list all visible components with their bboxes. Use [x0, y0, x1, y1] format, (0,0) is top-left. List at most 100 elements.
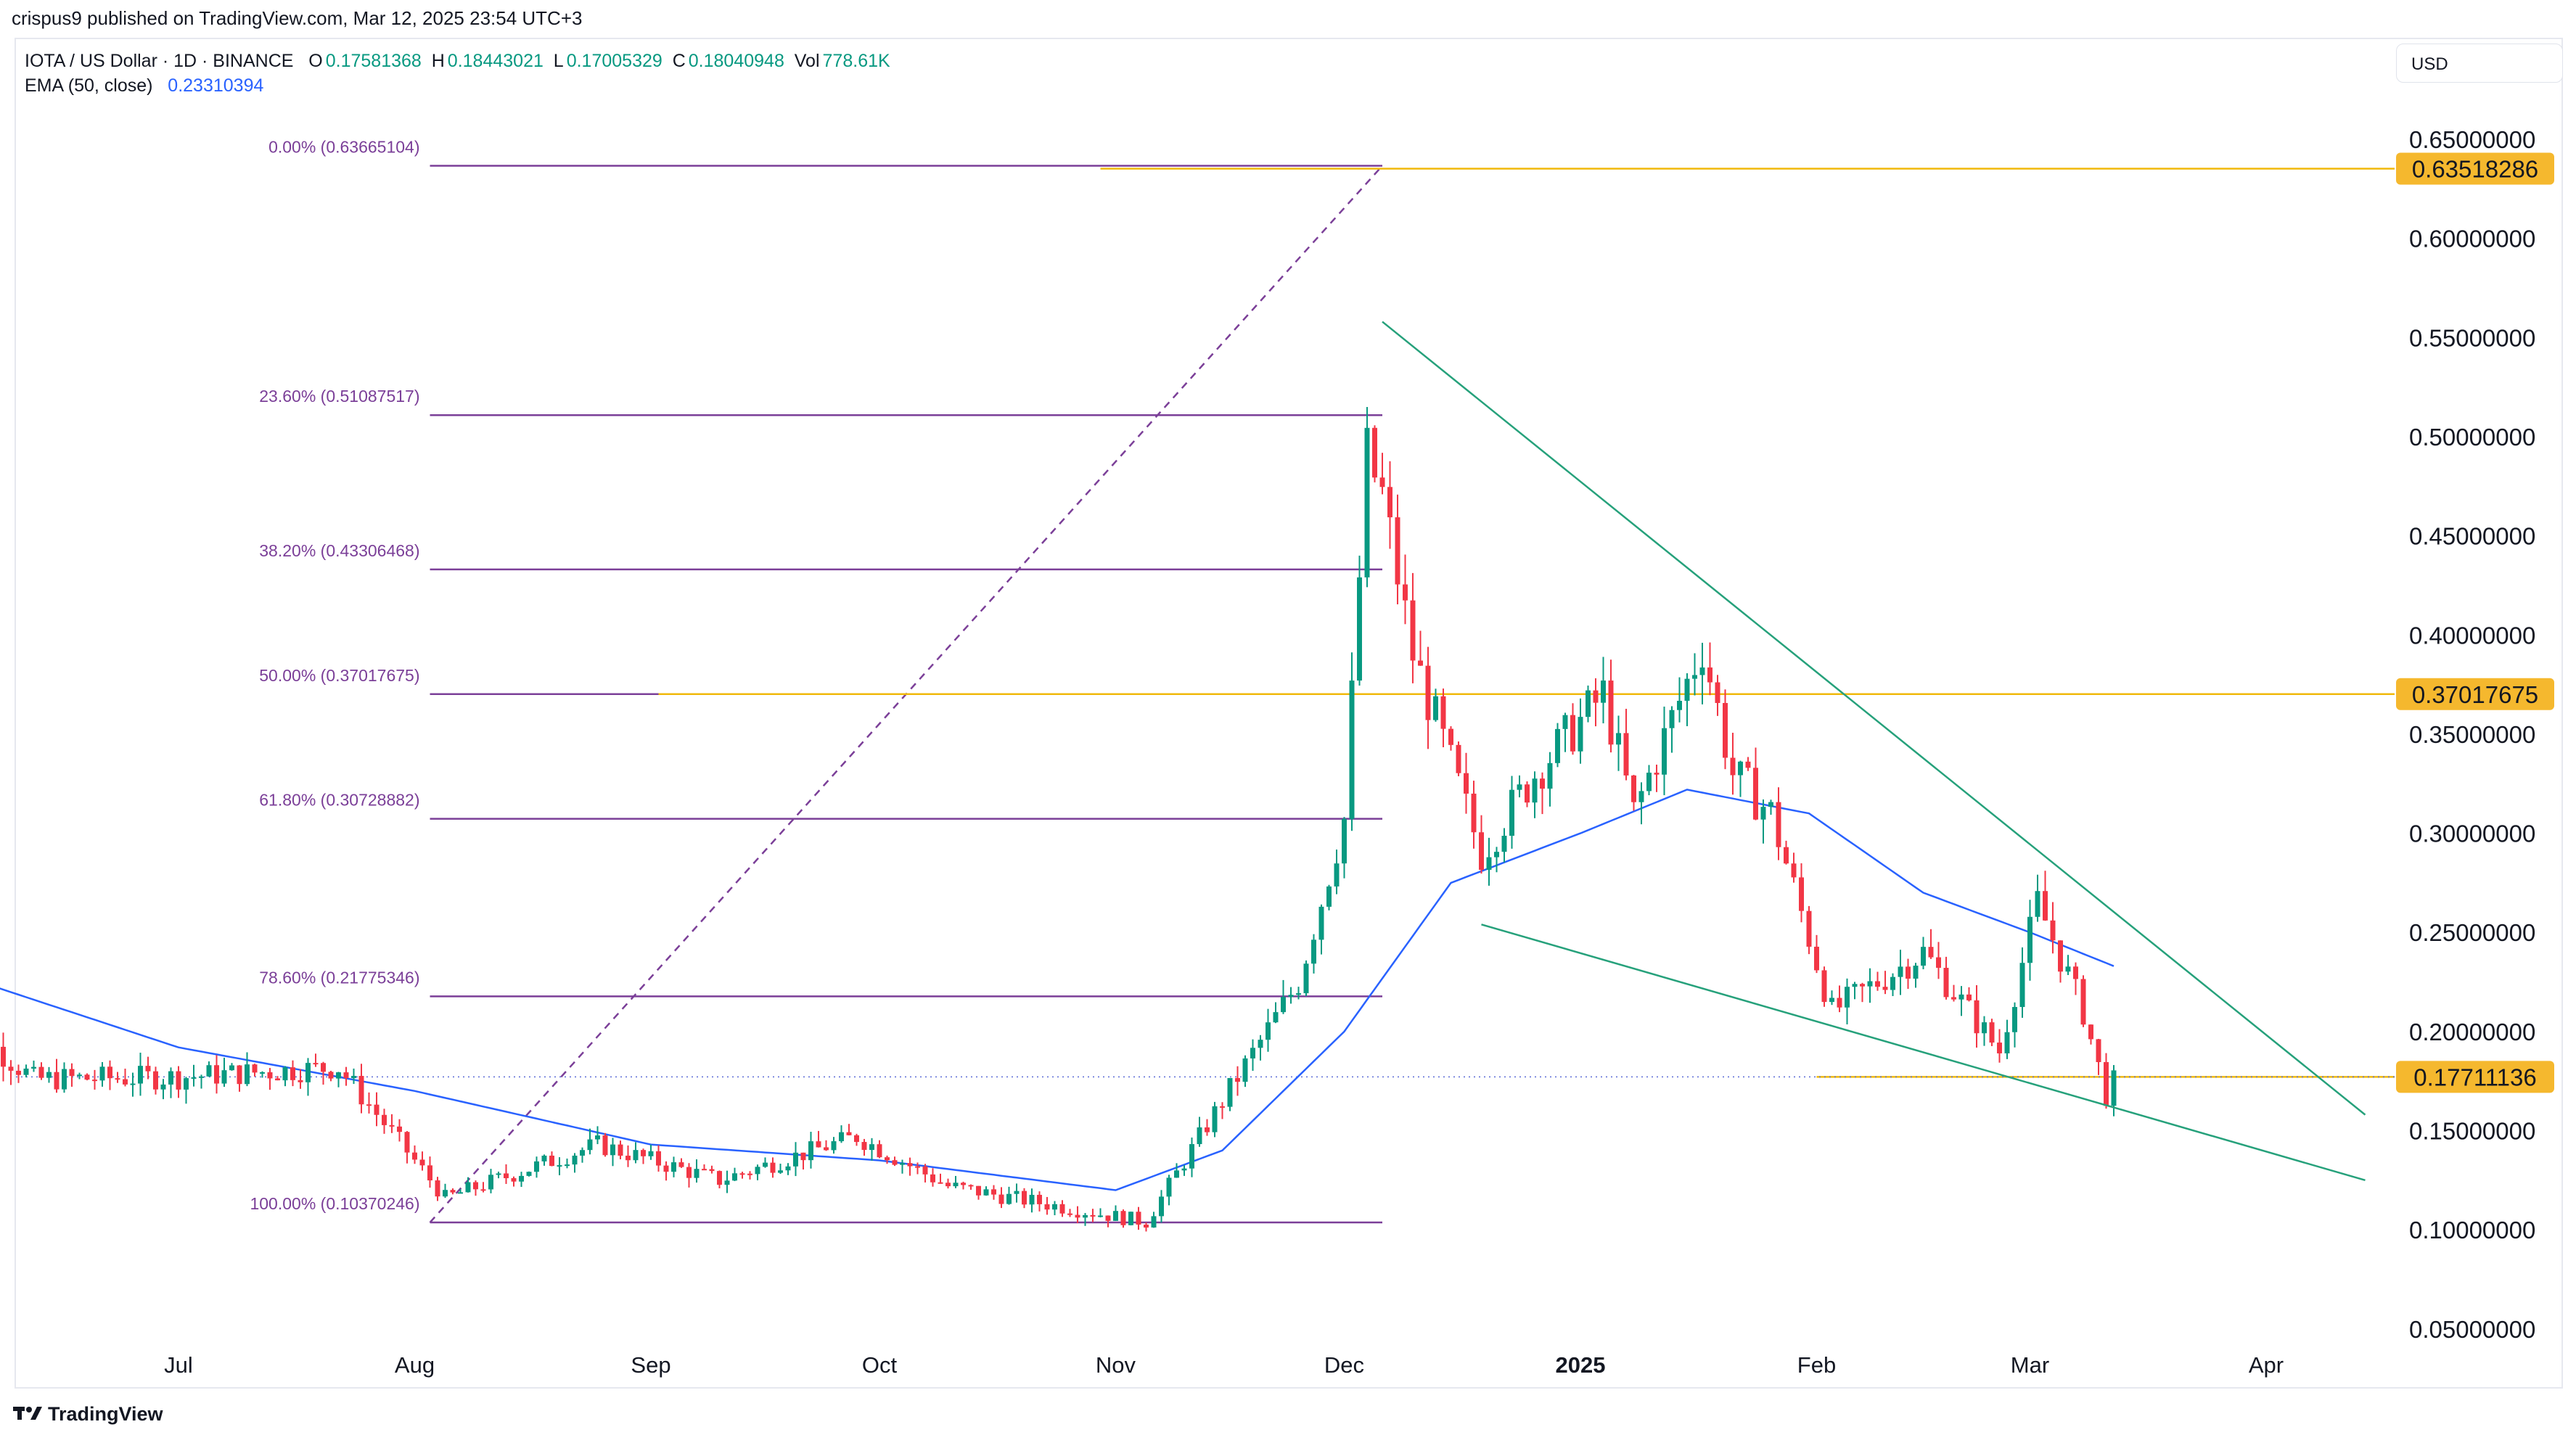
candle-body [1982, 1022, 1987, 1034]
candle-body [1928, 947, 1934, 958]
candle-body [1547, 762, 1553, 789]
candle-body [1821, 970, 1827, 1003]
candle-body [1936, 957, 1941, 969]
candle-body [245, 1064, 250, 1085]
candle-body [1144, 1225, 1149, 1228]
candle-body [123, 1079, 128, 1085]
candle-body [1425, 665, 1431, 720]
candle-body [2065, 966, 2071, 972]
candle-body [2019, 963, 2025, 1008]
candle-body [305, 1063, 311, 1082]
candle-body [724, 1180, 730, 1185]
candle-body [443, 1190, 448, 1197]
candle-body [229, 1065, 234, 1071]
candle-body [2035, 891, 2040, 917]
candle-body [778, 1170, 783, 1173]
candle-body [938, 1182, 943, 1184]
candle-body [488, 1175, 493, 1190]
candle-body [1258, 1040, 1263, 1048]
tradingview-logo-icon [13, 1404, 42, 1426]
candle-body [31, 1066, 36, 1069]
candle-body [946, 1183, 951, 1187]
candle-body [1456, 744, 1461, 773]
candle-body [69, 1069, 75, 1077]
candle-body [2080, 979, 2086, 1025]
candle-body [1227, 1077, 1233, 1107]
candle-body [1867, 981, 1873, 987]
candle-body [1440, 696, 1446, 729]
candle-body [961, 1183, 966, 1185]
candle-body [115, 1078, 120, 1080]
candle-body [739, 1173, 745, 1175]
candle-body [1517, 784, 1522, 790]
candle-body [587, 1139, 593, 1151]
volume: Vol 778.61K [794, 51, 890, 71]
y-tick-label: 0.65000000 [2409, 126, 2535, 153]
candle-body [633, 1150, 639, 1161]
x-tick-label: Dec [1324, 1352, 1364, 1378]
candle-body [656, 1151, 661, 1166]
candle-body [1890, 976, 1895, 990]
candle-body [1501, 836, 1507, 852]
candle-body [732, 1173, 737, 1181]
candle-body [1586, 690, 1591, 718]
candle-body [526, 1172, 532, 1176]
candle-body [983, 1189, 989, 1196]
candle-body [1913, 966, 1919, 979]
tradingview-brand[interactable]: TradingView [13, 1403, 163, 1426]
candle-body [861, 1142, 867, 1151]
candle-body [1989, 1022, 1995, 1043]
candle-body [816, 1141, 821, 1148]
candle-body [1532, 778, 1538, 803]
candle-body [2027, 916, 2033, 963]
candle-body [602, 1135, 608, 1156]
candle-body [8, 1066, 14, 1071]
candle-body [191, 1077, 197, 1079]
candle-body [1433, 696, 1438, 720]
candle-body [153, 1071, 158, 1090]
candle-body [38, 1066, 44, 1078]
y-tick-label: 0.50000000 [2409, 424, 2535, 451]
candle-body [1379, 477, 1385, 488]
price-tag [2396, 152, 2554, 185]
candle-body [1715, 682, 1720, 704]
chart-frame [15, 38, 2563, 1389]
candle-body [1555, 728, 1560, 763]
candle-body [1760, 807, 1766, 820]
candle-body [2012, 1007, 2017, 1032]
candle-body [1014, 1191, 1020, 1194]
currency-button[interactable]: USD [2396, 44, 2563, 83]
candle-body [763, 1162, 768, 1167]
candle-body [2073, 966, 2078, 979]
fib-level-label: 38.20% (0.43306468) [259, 541, 419, 560]
candle-body [1181, 1168, 1187, 1171]
candle-body [1342, 818, 1347, 864]
candle-body [1638, 791, 1644, 802]
candle-body [252, 1064, 258, 1073]
candle-body [1349, 681, 1355, 819]
x-tick-label: 2025 [1556, 1352, 1606, 1378]
candle-body [1136, 1212, 1141, 1225]
candle-body [793, 1152, 798, 1167]
candle-body [1189, 1144, 1194, 1169]
candle-body [1723, 703, 1728, 758]
candle-body [877, 1144, 882, 1158]
candle-body [1113, 1211, 1118, 1221]
candle-body [145, 1066, 151, 1072]
ema-line [0, 789, 2114, 1191]
fib-level-label: 78.60% (0.21775346) [259, 968, 419, 987]
candle-body [770, 1162, 776, 1173]
candle-body [313, 1063, 319, 1065]
candle-body [663, 1165, 669, 1172]
candle-body [511, 1177, 517, 1182]
candle-body [260, 1072, 265, 1074]
candle-body [16, 1070, 21, 1075]
candle-body [1921, 947, 1926, 966]
candle-body [1059, 1204, 1065, 1214]
candle-body [351, 1076, 356, 1079]
ema-legend[interactable]: EMA (50, close) 0.23310394 [25, 75, 263, 96]
candle-body [184, 1078, 189, 1090]
y-tick-label: 0.25000000 [2409, 919, 2535, 946]
candle-body [709, 1169, 715, 1172]
